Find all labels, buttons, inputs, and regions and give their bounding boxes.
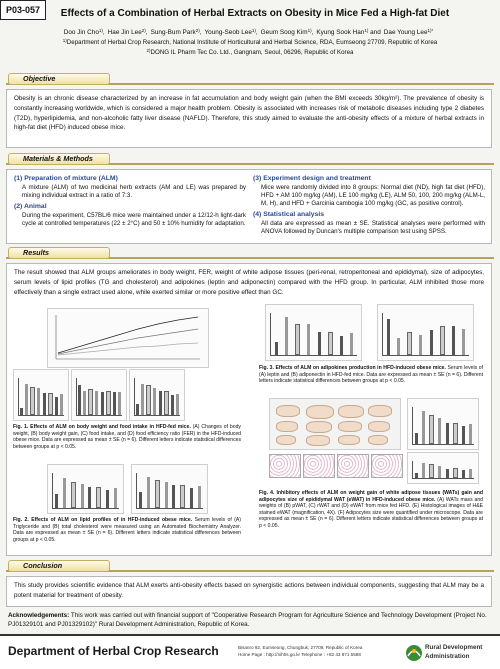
author-separator: ,: [199, 29, 202, 36]
figure-panel: [47, 464, 124, 514]
author-name: Doo Jin Cho: [63, 29, 99, 36]
section-header: Results: [6, 247, 494, 259]
figure-panel: [129, 369, 185, 421]
figure-panel: [377, 304, 474, 361]
author: Hae Jin Lee2),: [107, 28, 148, 36]
author: Doo Jin Cho1),: [63, 28, 105, 36]
heading: Objective: [8, 73, 110, 85]
author-affiliation: 1): [307, 28, 312, 33]
figure-panel: [71, 369, 127, 421]
author: Dae Young Lee1)*: [383, 28, 434, 36]
author-separator: ,: [255, 29, 258, 36]
author: Geum Soog Kim1),: [260, 28, 314, 36]
affiliation-text: DONG IL Pharm Tec Co. Ltd., Gangnam, Seo…: [150, 48, 354, 56]
author-separator: ,: [102, 29, 105, 36]
figure-panel: [407, 398, 479, 450]
acknowledgements: Acknowledgements: This work was carried …: [8, 611, 492, 629]
caption-title: Fig. 2. Effects of ALM on lipid profiles…: [13, 517, 193, 523]
methods-right: (3) Experiment design and treatment Mice…: [253, 174, 485, 239]
caption-text: (A) Changes of body weight, (B) body wei…: [13, 424, 241, 450]
methods-left: (1) Preparation of mixture (ALM) A mixtu…: [14, 174, 246, 231]
ack-label: Acknowledgements:: [8, 612, 70, 619]
figure-panel: [13, 369, 69, 421]
heading: Materials & Methods: [8, 153, 110, 165]
figure-panel: [131, 464, 208, 514]
contact-line: Home Page : http://nihhs.go.kr Telephone…: [238, 651, 361, 657]
author-name: Young-Seob Lee: [204, 29, 252, 36]
method-text: A mixture (ALM) of two medicinal herb ex…: [22, 183, 246, 199]
author-separator: ,: [145, 29, 148, 36]
objective-box: Obesity is an chronic disease characteri…: [6, 89, 492, 148]
figure-caption: Fig. 3. Effects of ALM on adipokines pro…: [259, 365, 483, 385]
author-affiliation: 2): [195, 28, 200, 33]
caption-title: Fig. 4. Inhibitory effects of ALM on wei…: [259, 490, 483, 503]
affiliation-mark: 1): [62, 38, 67, 43]
heading: Conclusion: [8, 560, 110, 572]
heading: Results: [8, 247, 110, 259]
conclusion-text: This study provides scientific evidence …: [14, 582, 484, 599]
method-title: (1) Preparation of mixture (ALM): [14, 175, 118, 182]
caption-title: Fig. 1. Effects of ALM on body weight an…: [13, 424, 191, 430]
authors: Doo Jin Cho1), Hae Jin Lee2), Sung-Bum Par…: [0, 28, 500, 36]
results-text: The result showed that ALM groups amelio…: [14, 269, 484, 296]
method-title: (2) Animal: [14, 202, 47, 210]
author-affiliation: 1): [364, 28, 369, 33]
author-affiliation: 1): [98, 28, 103, 33]
author: Kyung Sook Han1) and: [316, 28, 381, 36]
method-text: Mice were randomly divided into 8 groups…: [261, 183, 485, 207]
footer: Department of Herbal Crop Research Bisan…: [0, 634, 500, 669]
objective-text: Obesity is an chronic disease characteri…: [14, 95, 484, 132]
author-name: Kyung Sook Han: [316, 29, 365, 36]
author-affiliation: 1): [251, 28, 256, 33]
caption-text: Serum levels of (A) leptin and (B) adipo…: [259, 365, 484, 385]
section-header: Materials & Methods: [6, 153, 494, 165]
methods-box: (1) Preparation of mixture (ALM) A mixtu…: [6, 169, 492, 244]
caption-text: Serum levels of (A) Triglyceride and (B)…: [13, 517, 241, 543]
method-text: All data are expressed as mean ± SE. Sta…: [261, 219, 485, 235]
section-header: Conclusion: [6, 560, 494, 572]
affiliations: 1)Department of Herbal Crop Research, Na…: [0, 38, 500, 57]
author-affiliation: 1)*: [427, 28, 434, 33]
figure-panel: [407, 452, 479, 484]
author: Young-Seob Lee1),: [204, 28, 258, 36]
figure-panel: [265, 304, 362, 361]
figure-panel: [47, 308, 209, 368]
figure-caption: Fig. 1. Effects of ALM on body weight an…: [13, 424, 241, 450]
conclusion-box: This study provides scientific evidence …: [6, 576, 492, 607]
affiliation: 2)DONG IL Pharm Tec Co. Ltd., Gangnam, S…: [0, 48, 500, 58]
poster-id: P03-057: [0, 0, 46, 20]
author-name: Hae Jin Lee: [107, 29, 142, 36]
method-text: During the experiment, C57BL/6 mice were…: [22, 211, 246, 227]
ack-text: This work was carried out with financial…: [8, 612, 487, 629]
address-line: Bisanro 92, Eumseong, Chungbuk, 27709, R…: [238, 645, 363, 650]
affiliation: 1)Department of Herbal Crop Research, Na…: [0, 38, 500, 48]
address: Bisanro 92, Eumseong, Chungbuk, 27709, R…: [238, 645, 388, 659]
title: Effects of a Combination of Herbal Extra…: [60, 8, 450, 19]
department: Department of Herbal Crop Research: [8, 644, 219, 658]
caption-title: Fig. 3. Effects of ALM on adipokines pro…: [259, 365, 446, 371]
section-header: Objective: [6, 73, 494, 85]
author-name: Dae Young Lee: [383, 29, 428, 36]
figure-panel: [269, 398, 401, 450]
author-affiliation: 2): [141, 28, 146, 33]
author-name: Sung-Bum Park: [150, 29, 196, 36]
author-name: Geum Soog Kim: [260, 29, 308, 36]
method-title: (3) Experiment design and treatment: [253, 175, 371, 182]
affiliation-text: Department of Herbal Crop Research, Nati…: [66, 39, 438, 46]
figure-caption: Fig. 4. Inhibitory effects of ALM on wei…: [259, 490, 483, 530]
logo: [406, 645, 422, 661]
caption-text: (A) WATs mass and weights of (B) pWAT, (…: [259, 496, 483, 530]
organization: Rural Development Administration: [425, 644, 483, 660]
author: Sung-Bum Park2),: [150, 28, 202, 36]
author-separator: and: [368, 29, 381, 36]
affiliation-mark: 2): [146, 47, 151, 53]
author-separator: ,: [311, 29, 314, 36]
method-title: (4) Statistical analysis: [253, 211, 325, 219]
results-box: The result showed that ALM groups amelio…: [6, 263, 492, 556]
line-plot-illustration: [55, 315, 200, 360]
figure-caption: Fig. 2. Effects of ALM on lipid profiles…: [13, 517, 241, 543]
